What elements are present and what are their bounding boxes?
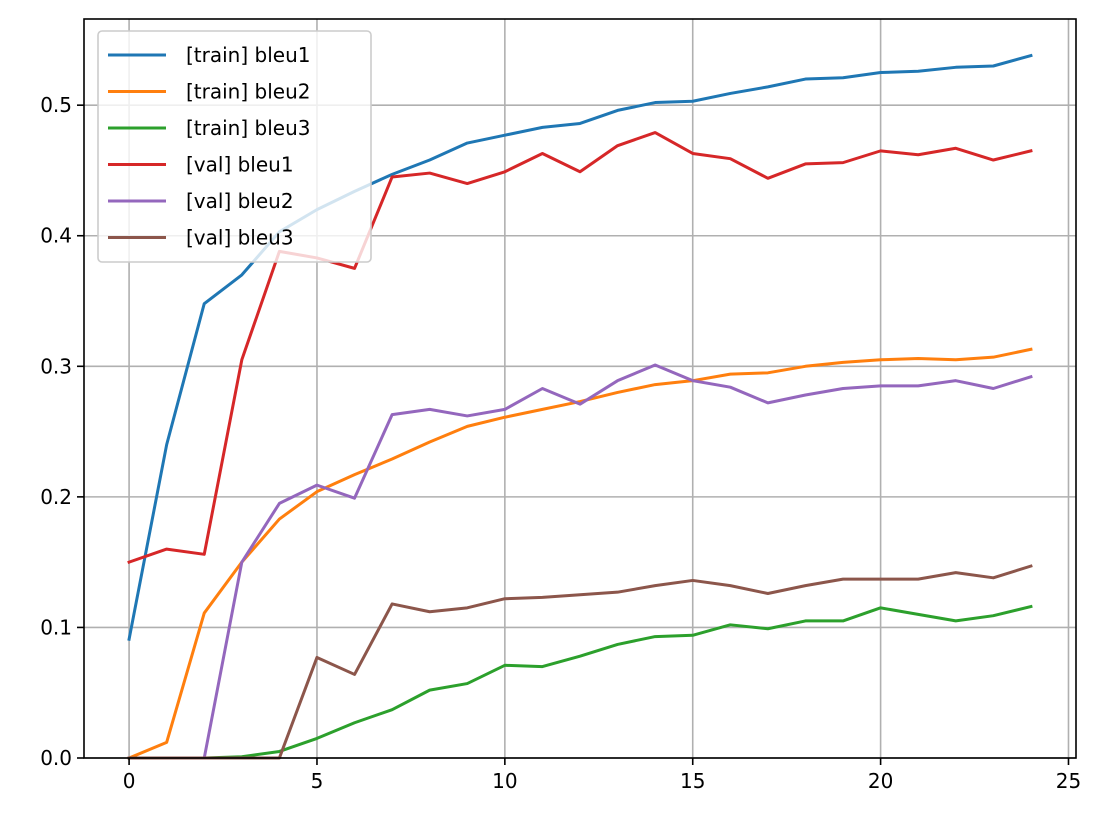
series-line-2 [127,347,1033,760]
y-tick-label: 0.1 [40,615,72,639]
plot-area-frame [83,18,1077,759]
legend: [train] bleu1 [train] bleu2 [train] bleu3 [… [97,30,372,263]
legend-label: [val] bleu2 [186,189,294,213]
legend-label: [train] bleu3 [186,116,310,140]
legend-box [97,30,372,263]
legend-label: [train] bleu1 [186,43,310,67]
y-tick-label: 0.3 [40,354,72,378]
series-line-5 [127,363,1033,760]
legend-label: [train] bleu2 [186,80,310,104]
y-tick-label: 0.2 [40,485,72,509]
y-tick-label: 0.0 [40,746,72,770]
x-tick-label: 25 [1056,769,1081,793]
x-tick-label: 15 [680,769,705,793]
series-line-3 [127,604,1033,760]
y-tick-label: 0.4 [40,224,72,248]
axis-ticks: 0 5 10 15 20 25 0.0 0.1 0.2 0.3 0.4 0.5 [40,93,1081,793]
legend-label: [val] bleu1 [186,153,294,177]
x-tick-label: 0 [123,769,136,793]
legend-label: [val] bleu3 [186,226,294,250]
grid [84,19,1076,759]
y-tick-label: 0.5 [40,93,72,117]
x-tick-label: 5 [311,769,324,793]
x-tick-label: 10 [492,769,517,793]
x-tick-label: 20 [868,769,893,793]
